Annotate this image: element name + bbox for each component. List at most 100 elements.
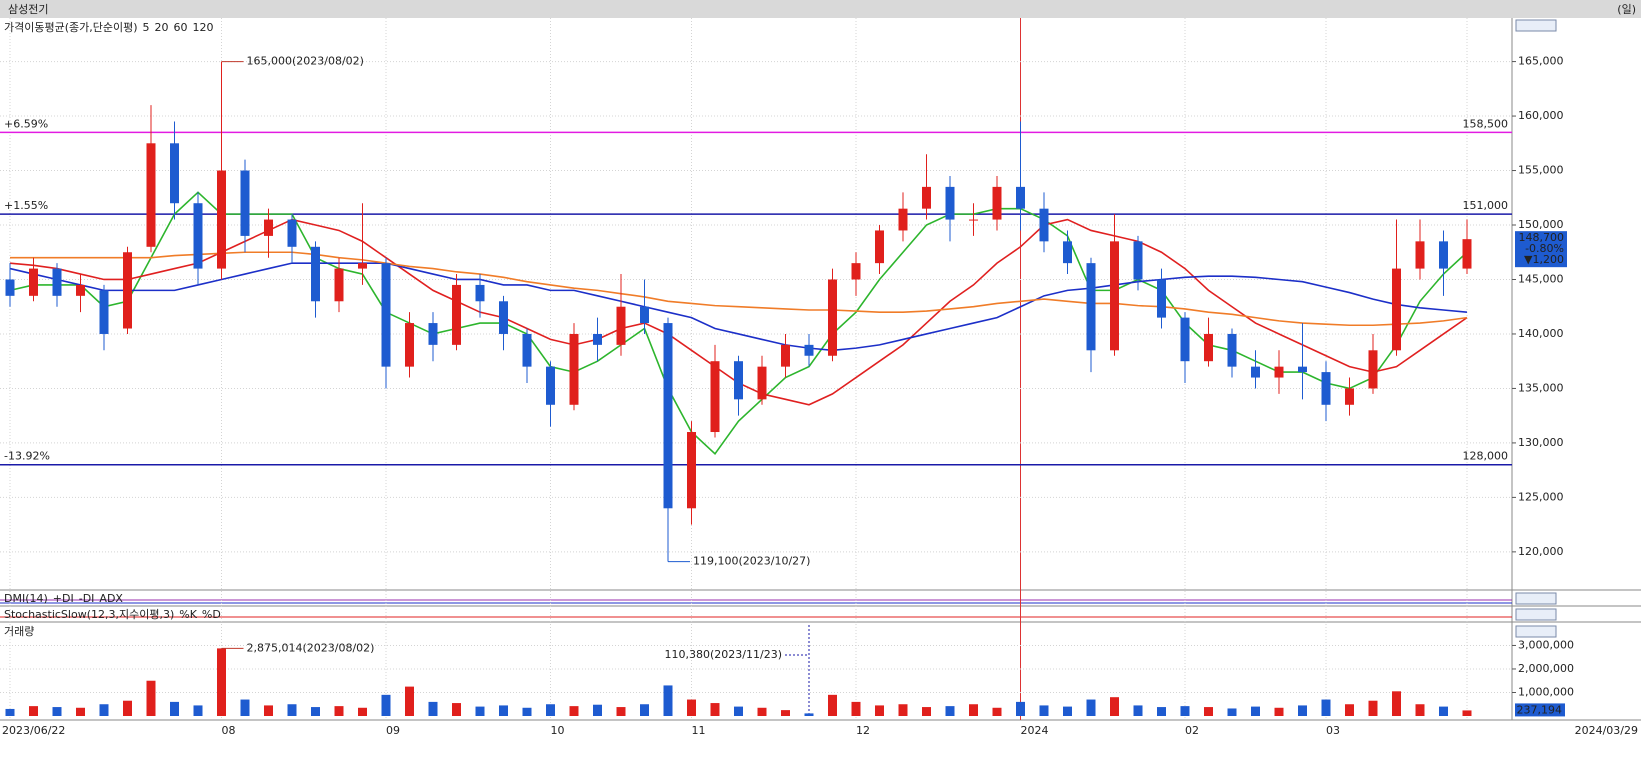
stochastic-legend-entry: %K <box>179 608 197 621</box>
candle-body <box>240 170 250 236</box>
candle-body <box>1321 372 1331 405</box>
candle-body <box>334 268 344 302</box>
dmi-legend-entry: +DI <box>53 592 74 605</box>
candle-body <box>1439 241 1448 269</box>
level-percent: +6.59% <box>4 117 48 130</box>
volume-bar <box>593 704 602 716</box>
y-tick-label: 150,000 <box>1518 218 1564 231</box>
volume-bar <box>804 713 814 716</box>
candle-body <box>851 263 861 280</box>
candle-body <box>358 263 367 269</box>
volume-bar <box>546 704 555 716</box>
legend-entry: 60 <box>174 21 188 34</box>
volume-bar <box>569 706 579 716</box>
volume-bar <box>616 707 626 716</box>
volume-bar <box>123 700 132 716</box>
x-tick-label: 10 <box>551 724 565 737</box>
level-value: 151,000 <box>1463 199 1509 212</box>
candle-body <box>29 268 38 296</box>
candle-body <box>546 366 555 405</box>
candle-body <box>1415 241 1425 269</box>
volume-bar <box>640 704 649 716</box>
candle-body <box>264 219 273 236</box>
volume-tick-label: 1,000,000 <box>1518 685 1574 698</box>
x-tick-label: 12 <box>856 724 870 737</box>
volume-bar <box>146 680 156 716</box>
volume-bar <box>76 707 85 716</box>
volume-bar <box>311 707 320 716</box>
level-percent: -13.92% <box>4 450 50 463</box>
volume-bar <box>1439 706 1448 716</box>
volume-bar <box>875 705 884 716</box>
candle-body <box>170 143 179 204</box>
candle-body <box>663 323 673 509</box>
volume-bar <box>992 707 1002 716</box>
volume-bar <box>522 707 532 716</box>
pane-button[interactable] <box>1515 625 1557 638</box>
candle-body <box>828 279 837 356</box>
volume-bar <box>405 686 414 716</box>
candle-body <box>1133 241 1143 280</box>
last-volume: 237,194 <box>1517 703 1563 716</box>
candle-body <box>804 344 814 356</box>
volume-bar <box>781 710 790 716</box>
volume-bar <box>687 699 696 716</box>
candle-body <box>1016 186 1025 209</box>
candle-body <box>193 203 203 269</box>
volume-bar <box>499 705 508 716</box>
volume-bar <box>1180 706 1190 716</box>
legend-entry: 20 <box>155 21 169 34</box>
moving-average-line <box>9 191 1468 456</box>
stochastic-legend-entry: %D <box>202 608 221 621</box>
volume-bar <box>452 703 461 716</box>
volume-bar <box>828 694 837 716</box>
candle-body <box>969 219 978 221</box>
volume-bar <box>1110 697 1119 716</box>
pane-button[interactable] <box>1515 19 1557 32</box>
volume-bar <box>945 706 955 716</box>
last-volume-box <box>1515 703 1565 717</box>
volume-bar <box>1133 705 1143 716</box>
candle-body <box>1298 366 1307 373</box>
candle-body <box>992 186 1002 220</box>
volume-tick-label: 2,000,000 <box>1518 662 1574 675</box>
candle-body <box>945 186 955 220</box>
level-percent: +1.55% <box>4 199 48 212</box>
candle-body <box>475 284 485 302</box>
candle-body <box>1345 388 1354 405</box>
candle-body <box>1086 263 1096 351</box>
candle-body <box>1274 366 1284 378</box>
y-tick-label: 135,000 <box>1518 381 1564 394</box>
candle-body <box>687 432 696 509</box>
candle-body <box>1039 208 1049 242</box>
volume-bar <box>1321 699 1331 716</box>
volume-bar <box>757 707 767 716</box>
volume-bar <box>1157 707 1166 716</box>
volume-bar <box>922 707 931 716</box>
pane-button[interactable] <box>1515 592 1557 605</box>
volume-bar <box>1227 708 1237 716</box>
candle-body <box>499 301 508 334</box>
title-bar <box>0 0 1641 18</box>
volume-bar <box>1204 707 1213 716</box>
candle-body <box>734 361 743 400</box>
y-tick-label: 155,000 <box>1518 164 1564 177</box>
volume-bar <box>5 708 15 716</box>
volume-bar <box>1415 704 1425 716</box>
volume-bar <box>1392 691 1401 716</box>
legend-entry: 5 <box>143 21 150 34</box>
y-tick-label: 125,000 <box>1518 490 1564 503</box>
candle-body <box>781 344 790 367</box>
volume-bar <box>710 703 720 716</box>
candle-body <box>1063 241 1072 264</box>
level-value: 128,000 <box>1463 450 1509 463</box>
x-tick-label: 11 <box>692 724 706 737</box>
volume-bar <box>663 685 673 716</box>
volume-bar <box>240 699 250 716</box>
stock-name: 삼성전기 <box>8 3 48 16</box>
volume-bar <box>264 705 273 716</box>
volume-bar <box>170 701 179 716</box>
pane-button[interactable] <box>1515 608 1557 621</box>
candle-body <box>1462 239 1472 269</box>
volume-bar <box>287 704 297 716</box>
